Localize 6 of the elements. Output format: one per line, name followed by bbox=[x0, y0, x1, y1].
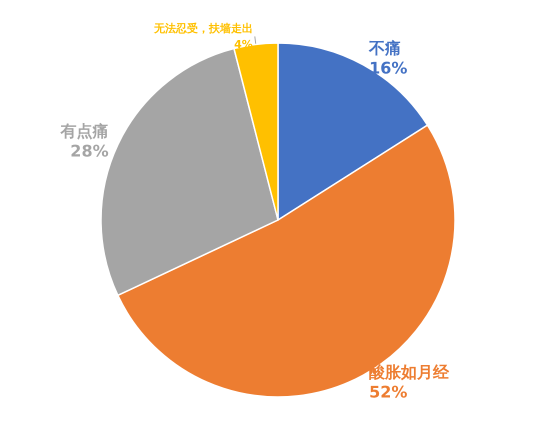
slice-label: 有点痛 bbox=[60, 122, 109, 141]
data-label: 28% bbox=[70, 142, 109, 161]
data-label: 52% bbox=[369, 382, 408, 402]
slice-label: 不痛 bbox=[368, 38, 402, 58]
slice-label: 无法忍受，扶墙走出 bbox=[152, 22, 253, 35]
data-label: 16% bbox=[369, 58, 408, 78]
